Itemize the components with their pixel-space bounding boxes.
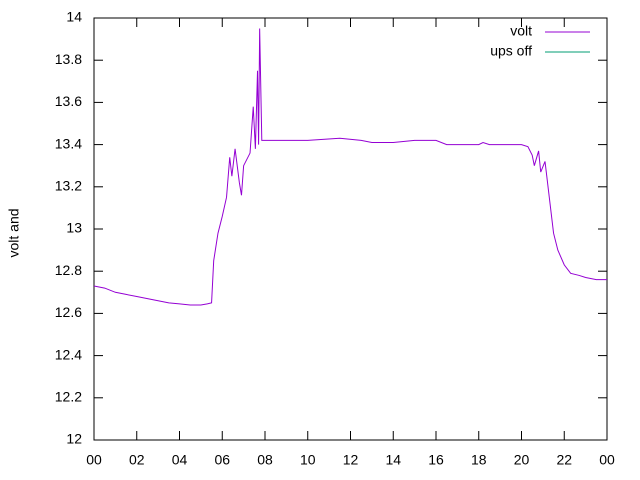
x-tick-label: 00 <box>599 452 615 468</box>
x-tick-label: 06 <box>214 452 230 468</box>
plot-border <box>93 17 608 441</box>
series-line <box>93 28 607 306</box>
y-tick-label: 14 <box>66 9 82 25</box>
x-tick-label: 00 <box>86 452 102 468</box>
y-tick-label: 12.2 <box>55 389 82 405</box>
y-tick-label: 13.2 <box>55 178 82 194</box>
x-tick-label: 18 <box>471 452 487 468</box>
y-axis-label: volt and <box>6 208 22 257</box>
legend-label: volt <box>510 23 532 39</box>
y-tick-label: 13 <box>66 220 82 236</box>
y-tick-label: 12.8 <box>55 262 82 278</box>
legend-label: ups off <box>490 43 532 59</box>
x-tick-label: 10 <box>300 452 316 468</box>
x-tick-label: 20 <box>514 452 530 468</box>
x-tick-label: 08 <box>257 452 273 468</box>
y-tick-label: 12.4 <box>55 346 82 362</box>
x-tick-label: 22 <box>556 452 572 468</box>
y-tick-label: 13.6 <box>55 93 82 109</box>
x-tick-label: 04 <box>172 452 188 468</box>
x-tick-label: 12 <box>343 452 359 468</box>
x-tick-label: 02 <box>129 452 145 468</box>
y-tick-label: 12.6 <box>55 304 82 320</box>
y-tick-label: 12 <box>66 431 82 447</box>
x-tick-label: 16 <box>428 452 444 468</box>
y-tick-label: 13.4 <box>55 135 82 151</box>
x-tick-label: 14 <box>385 452 401 468</box>
y-tick-label: 13.8 <box>55 51 82 67</box>
